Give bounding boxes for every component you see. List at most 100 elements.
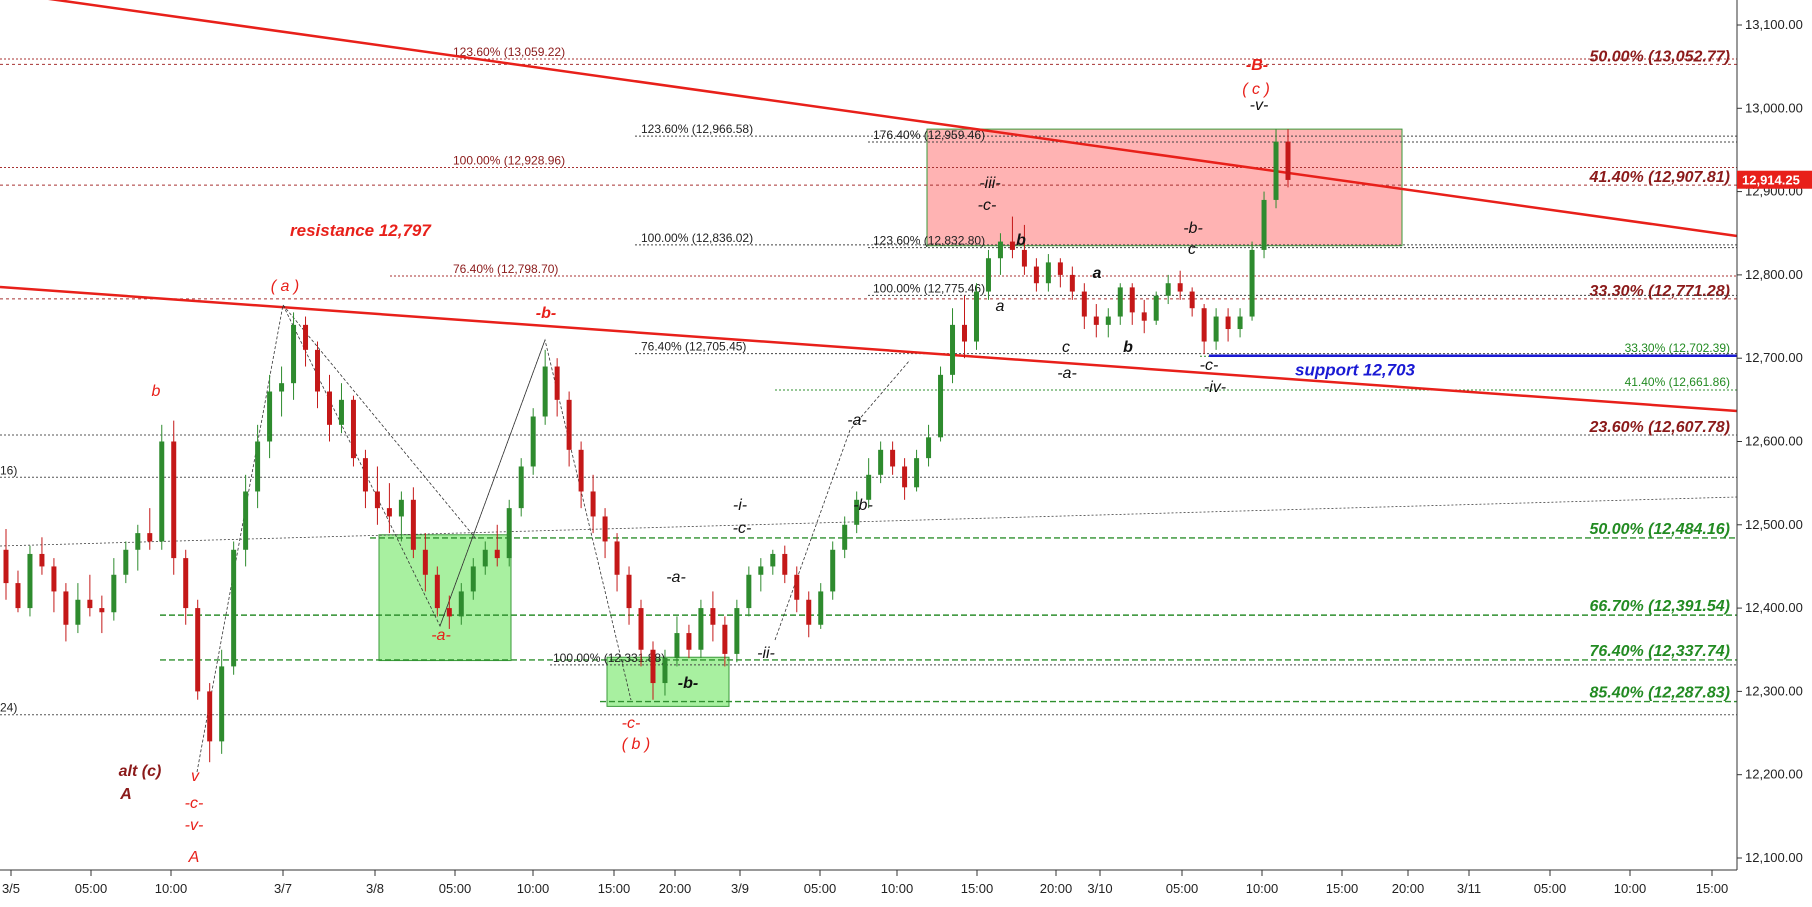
time-tick-label: 15:00 [1326, 881, 1359, 896]
candle-body [1237, 316, 1243, 330]
candle [1057, 258, 1063, 288]
candle [1273, 129, 1279, 209]
candle [818, 583, 824, 629]
fib-level-label: 24) [0, 701, 17, 715]
time-tick-label: 20:00 [1040, 881, 1073, 896]
candle-body [1213, 316, 1219, 342]
wave-label: c [1062, 339, 1070, 356]
candle-body [15, 583, 21, 609]
candle-body [434, 574, 440, 609]
fib-level-label: 23.60% (12,607.78) [1588, 419, 1730, 436]
candle-body [950, 324, 956, 375]
candle [806, 591, 812, 638]
candle [87, 574, 93, 617]
candle [1213, 308, 1219, 350]
swing-connector [774, 359, 911, 641]
candle-body [1009, 241, 1015, 250]
candle-body [818, 591, 824, 625]
fib-level-label: 123.60% (12,966.58) [641, 122, 753, 136]
candle-body [722, 624, 728, 654]
time-tick-label: 15:00 [1696, 881, 1729, 896]
wave-label: -i- [733, 497, 747, 514]
candle-body [662, 658, 668, 684]
candle [794, 566, 800, 613]
candle [15, 570, 21, 613]
candle-body [938, 374, 944, 438]
candle-body [518, 466, 524, 509]
candle [782, 545, 788, 584]
candle-body [231, 549, 237, 667]
time-tick-label: 3/10 [1087, 881, 1112, 896]
wave-label: -v- [185, 817, 204, 834]
time-tick-label: 10:00 [155, 881, 188, 896]
candle-body [866, 474, 872, 500]
candle-body [830, 549, 836, 592]
price-tick-label: 12,800.00 [1745, 267, 1803, 282]
swing-connector [282, 304, 478, 541]
wave-label: ( c ) [1242, 81, 1270, 98]
candle [374, 466, 380, 525]
candle [758, 558, 764, 592]
candle [1261, 191, 1267, 259]
candle-body [27, 553, 33, 609]
fib-level-label: 100.00% (12,775.46) [873, 281, 985, 295]
candle [518, 458, 524, 517]
wave-label: A [188, 849, 200, 866]
time-tick-label: 20:00 [1392, 881, 1425, 896]
candle-body [123, 549, 129, 575]
candle-body [806, 599, 812, 625]
candle [542, 349, 548, 425]
candle-body [1285, 141, 1291, 180]
time-tick-label: 3/5 [2, 881, 20, 896]
candle-body [782, 553, 788, 575]
wave-label: a [996, 298, 1005, 315]
candle [422, 533, 428, 592]
candle [51, 558, 57, 613]
candle-body [279, 383, 285, 392]
resistance-zone [926, 128, 1403, 247]
candle [326, 374, 332, 442]
candle-body [626, 574, 632, 609]
candle [686, 624, 692, 659]
price-tick-label: 13,000.00 [1745, 100, 1803, 115]
fib-level-label: 33.30% (12,771.28) [1589, 283, 1730, 300]
candle-body [219, 666, 225, 742]
price-tick-label: 12,100.00 [1745, 850, 1803, 865]
candle [770, 549, 776, 575]
candle-body [1117, 287, 1123, 317]
candle [602, 508, 608, 559]
wave-label: ( b ) [622, 736, 650, 753]
candle [135, 524, 141, 571]
candle-body [75, 599, 81, 625]
candle-body [578, 449, 584, 492]
candle [1117, 283, 1123, 325]
wave-label: -a- [666, 569, 686, 586]
time-tick-label: 10:00 [1246, 881, 1279, 896]
candle [446, 595, 452, 629]
wave-label: -v- [1250, 97, 1269, 114]
candle-body [207, 691, 213, 742]
fib-level-label: 66.70% (12,391.54) [1589, 598, 1730, 615]
time-tick-label: 05:00 [1534, 881, 1567, 896]
price-tick-label: 12,500.00 [1745, 517, 1803, 532]
candle [938, 366, 944, 442]
candle [75, 583, 81, 634]
candles [3, 129, 1291, 763]
candle-body [746, 574, 752, 609]
candle-body [650, 649, 656, 684]
time-axis-bg [0, 870, 1812, 902]
wave-label: -iv- [1204, 379, 1226, 396]
price-tick-label: 12,300.00 [1745, 683, 1803, 698]
candle [1285, 129, 1291, 188]
candle-body [962, 324, 968, 342]
wave-label: -a- [1057, 365, 1077, 382]
candle-body [1021, 249, 1027, 267]
candle-body [386, 508, 392, 517]
wave-label: -c- [733, 520, 752, 537]
candle-body [1261, 199, 1267, 250]
candle-body [854, 499, 860, 525]
candle-body [410, 499, 416, 550]
fib-level-label: 85.40% (12,287.83) [1589, 685, 1730, 702]
